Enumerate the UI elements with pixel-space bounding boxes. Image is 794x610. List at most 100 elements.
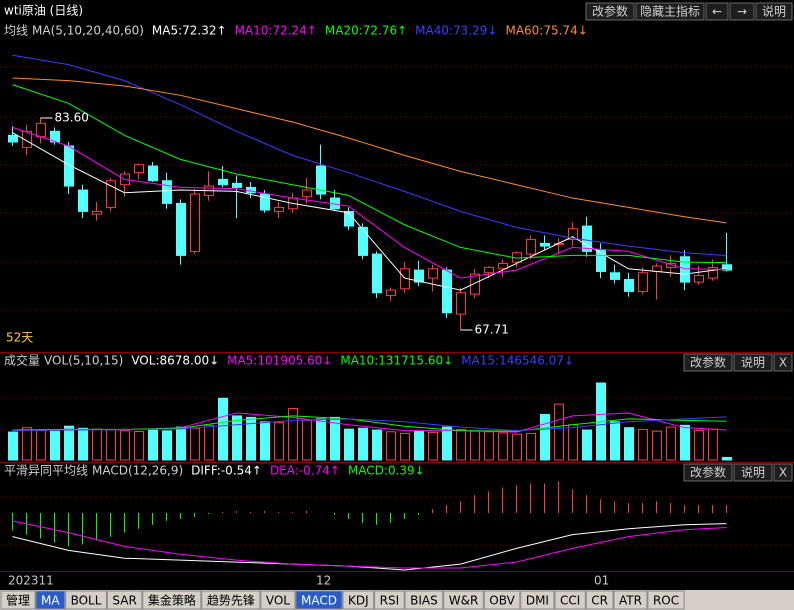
tab[interactable] bbox=[35, 590, 66, 610]
tab-label[interactable]: BOLL bbox=[71, 594, 102, 608]
tab[interactable] bbox=[295, 590, 343, 610]
volume-bar bbox=[288, 408, 298, 461]
button-label[interactable]: X bbox=[779, 466, 787, 480]
candle-body bbox=[106, 180, 116, 208]
button-label[interactable]: 说明 bbox=[741, 465, 765, 480]
candle-body bbox=[666, 262, 676, 268]
period-label: 52天 bbox=[6, 331, 33, 345]
tab-label[interactable]: SAR bbox=[112, 594, 136, 608]
date-label: 202311 bbox=[8, 574, 54, 588]
tab-label[interactable]: 管理 bbox=[6, 593, 30, 608]
tab-label[interactable]: W&R bbox=[449, 594, 479, 608]
tab[interactable] bbox=[404, 590, 444, 610]
button[interactable] bbox=[733, 353, 773, 372]
tab-label[interactable]: ROC bbox=[653, 594, 679, 608]
candle-body bbox=[638, 272, 648, 292]
legend-item: MA5:101905.60↓ bbox=[227, 354, 332, 368]
candle-body bbox=[722, 264, 732, 271]
tab[interactable] bbox=[142, 590, 202, 610]
button[interactable] bbox=[683, 353, 733, 372]
legend-name: 平滑异同平均线 bbox=[4, 464, 88, 478]
button-label[interactable]: 说明 bbox=[762, 4, 786, 19]
button-label[interactable]: 改参数 bbox=[690, 465, 726, 480]
candle-body bbox=[78, 189, 88, 212]
tab[interactable] bbox=[374, 590, 405, 610]
button[interactable] bbox=[733, 463, 773, 482]
tab[interactable] bbox=[585, 590, 614, 610]
tab[interactable] bbox=[613, 590, 648, 610]
tab-label[interactable]: MACD bbox=[301, 594, 337, 608]
button-label[interactable]: → bbox=[737, 5, 747, 19]
legend-name: 成交量 bbox=[4, 353, 40, 368]
candle-body bbox=[596, 249, 606, 272]
volume-bar bbox=[400, 433, 410, 461]
tab[interactable] bbox=[483, 590, 521, 610]
tab[interactable] bbox=[65, 590, 107, 610]
tab-label[interactable]: MA bbox=[41, 594, 60, 608]
candle-body bbox=[372, 253, 382, 294]
tab-label[interactable]: CCI bbox=[560, 594, 580, 608]
volume-bar bbox=[386, 431, 396, 461]
tab-label[interactable]: DMI bbox=[526, 594, 549, 608]
volume-bar bbox=[246, 416, 256, 461]
volume-bar bbox=[470, 430, 480, 461]
tab-label[interactable]: BIAS bbox=[410, 594, 438, 608]
button[interactable] bbox=[755, 2, 793, 21]
volume-bar bbox=[344, 428, 354, 461]
tab[interactable] bbox=[443, 590, 484, 610]
button[interactable] bbox=[683, 463, 733, 482]
button-label[interactable]: 改参数 bbox=[690, 355, 726, 370]
tab[interactable] bbox=[342, 590, 375, 610]
volume-bar bbox=[120, 430, 130, 461]
candle-body bbox=[274, 206, 284, 212]
tab[interactable] bbox=[554, 590, 586, 610]
button[interactable] bbox=[705, 2, 729, 21]
volume-bar bbox=[8, 431, 18, 461]
volume-bar bbox=[582, 429, 592, 461]
candle-body bbox=[442, 269, 452, 314]
tab-label[interactable]: OBV bbox=[489, 594, 515, 608]
volume-bar bbox=[330, 416, 340, 461]
volume-bar bbox=[204, 424, 214, 461]
tab[interactable] bbox=[0, 590, 36, 610]
tab-label[interactable]: RSI bbox=[380, 594, 400, 608]
button[interactable] bbox=[585, 2, 635, 21]
volume-bar bbox=[92, 428, 102, 461]
button-label[interactable]: X bbox=[779, 356, 787, 370]
button-label[interactable]: 说明 bbox=[741, 355, 765, 370]
button-label[interactable]: 改参数 bbox=[592, 4, 628, 19]
button[interactable] bbox=[635, 2, 705, 21]
tab[interactable] bbox=[520, 590, 555, 610]
ma-line bbox=[12, 54, 727, 257]
button[interactable] bbox=[729, 2, 755, 21]
tab[interactable] bbox=[106, 590, 143, 610]
tab[interactable] bbox=[201, 590, 261, 610]
button-label[interactable]: 隐藏主指标 bbox=[640, 4, 700, 19]
legend-item: MA10:131715.60↓ bbox=[340, 354, 453, 368]
volume-bar bbox=[414, 430, 424, 461]
volume-bar bbox=[162, 430, 172, 461]
button[interactable] bbox=[773, 353, 793, 372]
tab-label[interactable]: CR bbox=[591, 594, 608, 608]
tab-label[interactable]: VOL bbox=[266, 594, 290, 608]
volume-bar bbox=[22, 427, 32, 461]
ma-line bbox=[12, 126, 727, 279]
tab-label[interactable]: KDJ bbox=[348, 594, 369, 608]
candle-body bbox=[526, 238, 536, 255]
volume-bar bbox=[624, 427, 634, 461]
tab[interactable] bbox=[260, 590, 296, 610]
legend-params: MACD(12,26,9) bbox=[92, 464, 183, 478]
candle-body bbox=[22, 130, 32, 148]
tab-label[interactable]: 集金策略 bbox=[148, 593, 196, 608]
macd-line bbox=[12, 523, 727, 571]
legend-item: MA40:73.29↓ bbox=[415, 24, 497, 38]
tab-label[interactable]: 趋势先锋 bbox=[207, 594, 255, 608]
candle-body bbox=[428, 268, 438, 279]
button[interactable] bbox=[773, 463, 793, 482]
tab-label[interactable]: ATR bbox=[619, 594, 642, 608]
candle-body bbox=[470, 273, 480, 295]
tab[interactable] bbox=[647, 590, 685, 610]
volume-bar bbox=[78, 427, 88, 461]
volume-bar bbox=[316, 418, 326, 461]
button-label[interactable]: ← bbox=[712, 5, 722, 19]
